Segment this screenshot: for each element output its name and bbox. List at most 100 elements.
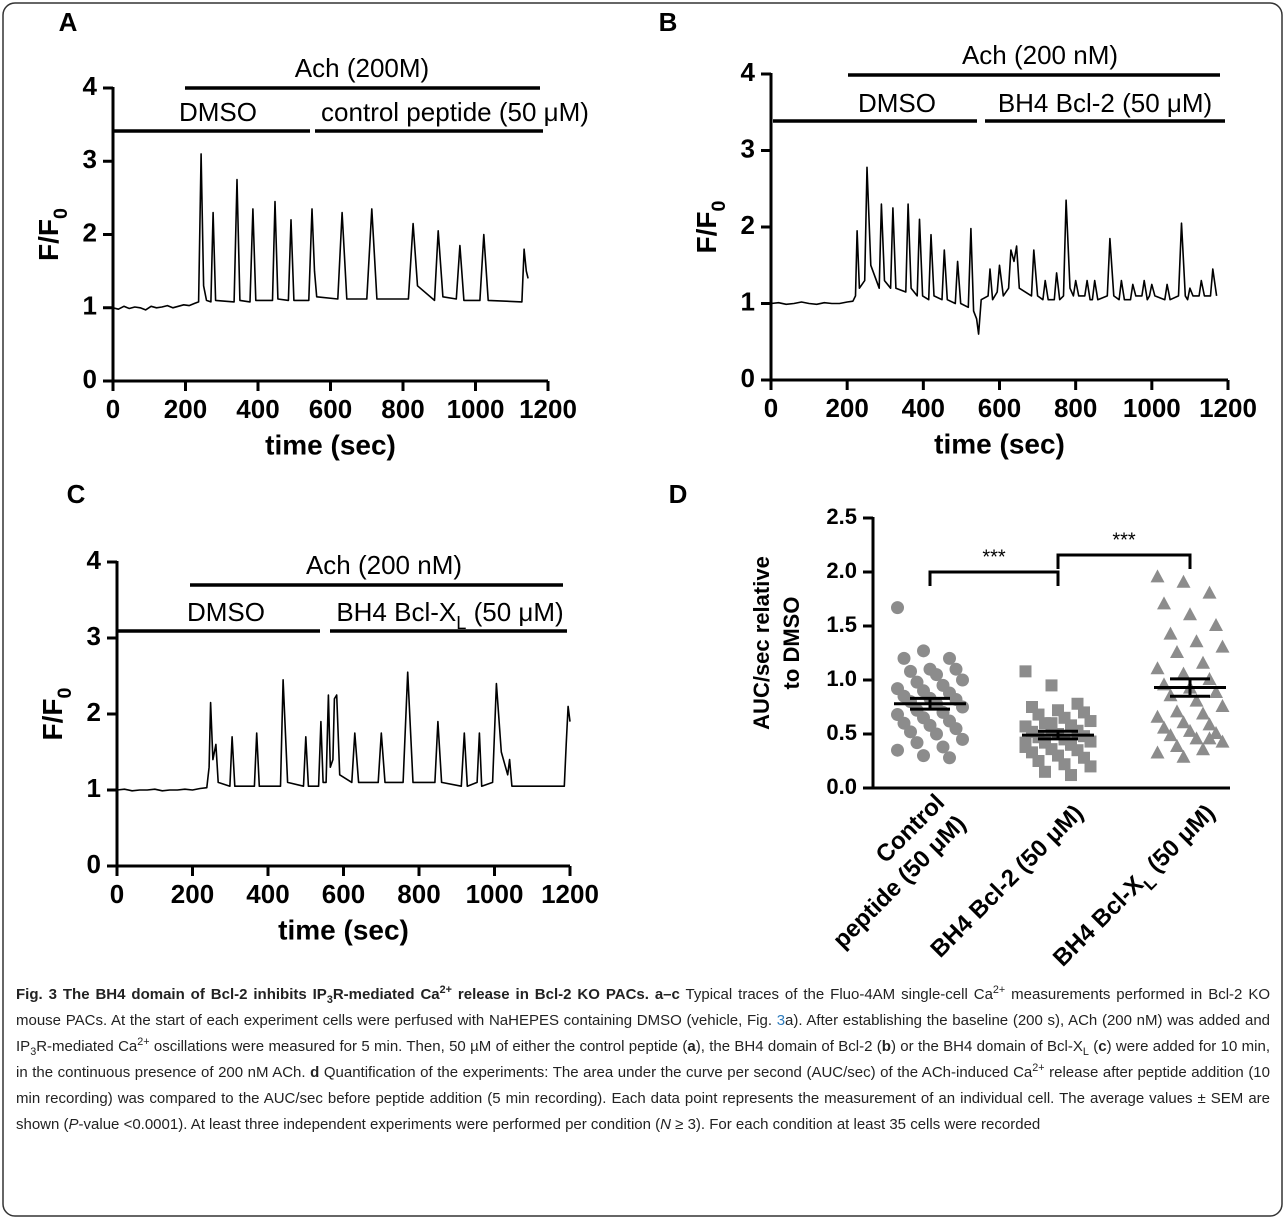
data-point — [1196, 706, 1210, 720]
y-tick-label: 1.5 — [826, 612, 857, 637]
data-point — [891, 743, 904, 757]
caption-text: N — [660, 1116, 671, 1133]
y-tick-label: 2.5 — [826, 504, 857, 529]
data-point — [1215, 639, 1230, 653]
data-point — [917, 749, 930, 763]
data-point — [949, 722, 963, 736]
caption-text: Quantification of the experiments: The a… — [319, 1064, 1033, 1081]
annotation: control peptide (50 μM) — [321, 97, 589, 127]
x-axis-label: time (sec) — [934, 428, 1065, 459]
y-tick-label: 0 — [83, 364, 97, 394]
figure-link[interactable]: 3 — [776, 1012, 786, 1029]
text-segment: (50 μM) — [466, 597, 563, 627]
annotation: Ach (200M) — [295, 53, 429, 83]
x-tick-label: 0 — [110, 879, 124, 909]
text-segment: 0 — [54, 687, 76, 698]
y-tick-label: 2 — [741, 210, 755, 240]
x-axis-label: time (sec) — [278, 914, 409, 945]
significance-bracket — [1056, 553, 1192, 569]
caption-text: 3 — [326, 994, 333, 1006]
caption-text: R-mediated Ca — [332, 986, 440, 1003]
data-point — [956, 673, 969, 687]
significance-label: *** — [1112, 529, 1136, 551]
significance-bracket — [928, 570, 1060, 586]
data-point — [1202, 717, 1217, 731]
data-point — [1196, 742, 1210, 756]
data-point — [943, 751, 956, 765]
x-tick-label: 600 — [978, 393, 1021, 423]
x-tick-label: 800 — [381, 394, 424, 424]
data-point — [1176, 749, 1191, 763]
data-point — [1157, 720, 1171, 734]
error-bar — [1038, 729, 1078, 741]
y-tick-label: 3 — [741, 133, 755, 163]
caption-text: P — [68, 1116, 79, 1133]
caption-text: 2+ — [1032, 1062, 1045, 1074]
y-tick-label: 3 — [83, 144, 97, 174]
text-segment: 0 — [708, 200, 730, 211]
caption-text: ≥ 3). For each condition at least 35 cel… — [671, 1116, 1041, 1133]
caption-text: measurements performed in Bcl-2 KO mouse… — [16, 986, 1270, 1029]
y-tick-label: 1 — [741, 286, 755, 316]
data-point — [1176, 666, 1191, 680]
caption-text: 3 — [30, 1046, 37, 1058]
caption: Fig. 3 The BH4 domain of Bcl-2 inhibits … — [16, 982, 1270, 1138]
annotation: Ach (200 nM) — [306, 550, 462, 580]
data-point — [1215, 734, 1230, 748]
y-axis-label: to DMSO — [779, 597, 804, 690]
caption-text: Typical traces of the Fluo-4AM single-ce… — [679, 986, 993, 1003]
caption-text: c — [1098, 1038, 1107, 1055]
data-point — [891, 601, 904, 615]
data-point — [1084, 760, 1097, 773]
y-tick-label: 4 — [83, 71, 98, 101]
data-point — [1045, 717, 1058, 730]
x-tick-label: 200 — [825, 393, 868, 423]
y-axis-label: F/F0 — [33, 208, 72, 261]
data-point — [1183, 723, 1197, 737]
data-point — [1019, 736, 1032, 749]
data-point — [1183, 607, 1197, 621]
x-tick-label: 400 — [902, 393, 945, 423]
y-tick-label: 0 — [87, 849, 101, 879]
trace — [116, 671, 571, 792]
y-tick-label: 0 — [741, 363, 755, 393]
x-tick-label: 800 — [1054, 393, 1097, 423]
data-point — [1189, 731, 1204, 745]
panel-letter: D — [669, 479, 688, 509]
x-tick-label: 1200 — [541, 879, 599, 909]
text-segment: F/F — [691, 211, 722, 253]
data-point — [956, 732, 969, 746]
data-point — [1189, 634, 1204, 648]
data-point — [1084, 735, 1097, 748]
data-point — [1176, 574, 1191, 588]
caption-text: d — [310, 1064, 320, 1081]
data-point — [1209, 618, 1223, 631]
significance-label: *** — [982, 546, 1006, 568]
annotation: BH4 Bcl-2 (50 μM) — [998, 88, 1212, 118]
text-segment: BH4 Bcl-X — [1048, 871, 1149, 972]
x-tick-label: 0 — [106, 394, 120, 424]
data-point — [1150, 569, 1165, 583]
caption-text: release in Bcl-2 KO PACs. a–c — [451, 986, 680, 1003]
x-tick-label: 400 — [236, 394, 279, 424]
x-tick-label: 200 — [164, 394, 207, 424]
data-point — [930, 727, 943, 741]
data-point — [1150, 709, 1165, 723]
data-point — [904, 725, 917, 739]
x-tick-label: 1200 — [1199, 393, 1257, 423]
y-tick-label: 2 — [87, 697, 101, 727]
text-segment: L — [456, 613, 466, 633]
caption-text: ( — [1088, 1038, 1099, 1055]
y-tick-label: 4 — [741, 57, 756, 87]
caption-text: R-mediated Ca — [36, 1038, 138, 1055]
x-tick-label: 600 — [309, 394, 352, 424]
data-point — [1084, 715, 1097, 728]
x-tick-label: 1000 — [466, 879, 524, 909]
y-tick-label: 2 — [83, 217, 97, 247]
y-axis-label: F/F0 — [691, 200, 730, 253]
annotation: Ach (200 nM) — [962, 40, 1118, 70]
x-tick-label: 600 — [322, 879, 365, 909]
caption-text: 2+ — [439, 984, 452, 996]
y-tick-label: 2.0 — [826, 558, 857, 583]
